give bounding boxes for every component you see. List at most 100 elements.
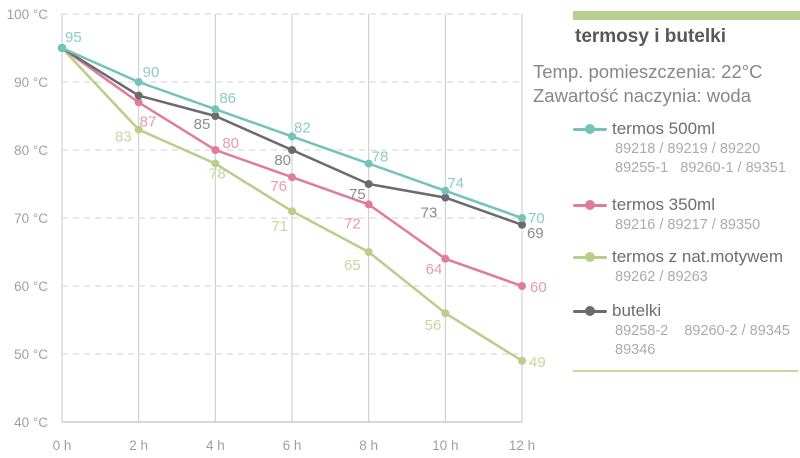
y-tick-label: 40 °C xyxy=(14,415,48,430)
data-point xyxy=(288,146,297,154)
point-labels-termos-350ml: 87 80 76 72 64 60 xyxy=(140,113,547,296)
data-point xyxy=(288,173,297,182)
y-tick-label: 50 °C xyxy=(14,347,48,362)
legend-series-name: termos 350ml xyxy=(612,195,715,214)
x-tick-label: 2 h xyxy=(129,438,148,453)
data-point xyxy=(364,159,373,168)
product-code-line: 89262 / 89263 xyxy=(615,269,708,285)
x-tick-label: 4 h xyxy=(206,438,225,453)
product-code-line: 89346 xyxy=(615,341,656,358)
point-label: 60 xyxy=(530,279,547,296)
legend-row: termos 500ml xyxy=(573,118,786,140)
point-label: 71 xyxy=(271,218,288,235)
legend-series-name: termos z nat.motywem xyxy=(612,247,783,266)
point-label: 56 xyxy=(425,317,442,334)
legend-dot-icon xyxy=(585,252,595,262)
point-label: 64 xyxy=(426,261,443,278)
legend-row: termos 350ml xyxy=(573,194,760,216)
product-code-line: 89255-1 89260-1 / 89351 xyxy=(615,159,786,176)
x-tick-label: 12 h xyxy=(509,438,535,453)
y-tick-label: 70 °C xyxy=(14,211,48,226)
data-point xyxy=(441,186,450,195)
product-code-line: 89216 / 89217 / 89350 xyxy=(615,217,761,233)
series-termos-500ml xyxy=(58,44,527,222)
y-tick-label: 90 °C xyxy=(14,75,48,90)
data-point xyxy=(364,200,373,209)
legend-row: termos z nat.motywem xyxy=(573,246,783,268)
chart-title: termosy i butelki xyxy=(575,26,726,47)
data-point xyxy=(364,180,373,188)
legend-item-termos-z-nat-motywem: termos z nat.motywem 89262 / 89263 xyxy=(573,246,783,287)
y-tick-label: 60 °C xyxy=(14,279,48,294)
legend-marker-icon xyxy=(573,200,607,210)
point-label: 49 xyxy=(529,354,546,371)
data-point xyxy=(441,309,450,318)
data-point xyxy=(288,132,297,141)
data-point xyxy=(288,207,297,216)
data-point xyxy=(134,125,143,134)
point-labels-termos-z-nat-motywem: 83 78 71 65 56 49 xyxy=(115,129,546,371)
accent-bar-top xyxy=(573,11,800,20)
legend-product-codes: 89216 / 89217 / 89350 xyxy=(615,216,760,235)
point-label: 80 xyxy=(222,135,239,152)
point-label: 78 xyxy=(209,166,226,183)
point-label: 76 xyxy=(270,178,287,195)
point-label: 82 xyxy=(294,119,311,136)
y-tick-label: 100 °C xyxy=(7,7,49,22)
data-point xyxy=(518,356,527,365)
temperature-line-chart: 100 °C 90 °C 80 °C 70 °C 60 °C 50 °C 40 °C 0 h 2… xyxy=(7,7,547,453)
data-point xyxy=(134,98,143,107)
y-tick-label: 80 °C xyxy=(14,143,48,158)
accent-bar-bottom xyxy=(573,370,798,372)
data-point xyxy=(211,105,220,114)
legend-dot-icon xyxy=(585,124,595,134)
data-point xyxy=(518,214,527,222)
point-label: 86 xyxy=(219,90,236,107)
legend-item-termos-500ml: termos 500ml 89218 / 89219 / 89220 89255-1… xyxy=(573,118,786,177)
x-tick-label: 0 h xyxy=(53,438,72,453)
point-label: 90 xyxy=(143,64,160,81)
point-labels-butelki: 85 80 75 73 69 xyxy=(194,116,544,242)
legend-product-codes: 89258-2 89260-2 / 89345 89346 xyxy=(615,322,790,359)
data-point xyxy=(58,44,66,52)
legend-marker-icon xyxy=(573,124,607,134)
data-point xyxy=(518,220,527,229)
legend-series-name: termos 500ml xyxy=(612,119,715,138)
data-point xyxy=(364,248,373,256)
point-labels-termos-500ml: 95 90 86 82 78 74 70 xyxy=(65,29,545,227)
legend-item-butelki: butelki 89258-2 89260-2 / 89345 89346 xyxy=(573,300,790,359)
point-label: 72 xyxy=(344,215,361,232)
data-point xyxy=(441,254,450,263)
x-tick-label: 10 h xyxy=(432,438,458,453)
x-axis-labels: 0 h 2 h 4 h 6 h 8 h 10 h 12 h xyxy=(53,438,536,453)
data-point xyxy=(211,112,220,120)
data-point xyxy=(211,159,220,168)
point-label: 83 xyxy=(115,129,132,146)
data-point xyxy=(441,193,450,202)
point-label: 95 xyxy=(65,29,82,46)
legend-row: butelki xyxy=(573,300,790,322)
point-label: 80 xyxy=(274,152,291,169)
y-axis-labels: 100 °C 90 °C 80 °C 70 °C 60 °C 50 °C 40 °C xyxy=(7,7,49,430)
horizontal-gridlines xyxy=(62,13,523,423)
data-point xyxy=(134,78,143,86)
point-label: 65 xyxy=(344,257,361,274)
point-label: 87 xyxy=(140,113,157,130)
product-code-line: 89218 / 89219 / 89220 xyxy=(615,141,761,157)
vessel-contents-line: Zawartość naczynia: woda xyxy=(533,84,751,106)
point-label: 85 xyxy=(194,116,211,133)
x-tick-label: 8 h xyxy=(359,438,378,453)
legend-item-termos-350ml: termos 350ml 89216 / 89217 / 89350 xyxy=(573,194,760,235)
point-label: 74 xyxy=(447,175,464,192)
legend-dot-icon xyxy=(585,306,595,316)
conditions-info: Temp. pomieszczenia: 22°C Zawartość nacz… xyxy=(533,60,763,107)
legend-series-name: butelki xyxy=(612,301,662,320)
data-point xyxy=(134,91,143,100)
legend-marker-icon xyxy=(573,252,607,262)
point-label: 73 xyxy=(421,205,438,222)
series-butelki xyxy=(58,44,527,229)
point-label: 78 xyxy=(372,149,389,166)
data-point xyxy=(518,282,527,290)
point-label: 75 xyxy=(349,186,366,203)
